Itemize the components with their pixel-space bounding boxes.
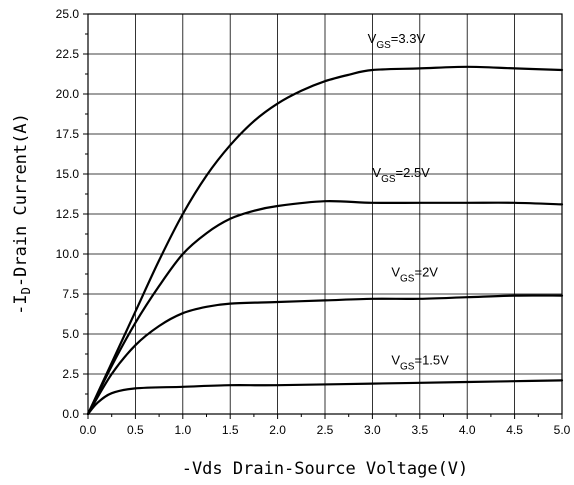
- x-axis-title: -Vds Drain-Source Voltage(V): [182, 459, 469, 479]
- series-label-v: V: [391, 264, 400, 279]
- x-tick-label: 0.5: [127, 423, 144, 437]
- series-label-value: =2V: [414, 264, 438, 279]
- x-tick-label: 5.0: [554, 423, 571, 437]
- x-tick-label: 4.0: [459, 423, 476, 437]
- series-label-sub: GS: [400, 273, 415, 284]
- y-tick-label: 12.5: [56, 207, 80, 221]
- series-lines: [86, 65, 564, 416]
- series-line: [86, 200, 564, 416]
- axis-ticks: 0.0 0.5 1.0 1.5 2.0 2.5 3.0 3.5 4.0 4.5 5.0 0.0 2.5 5…: [56, 7, 571, 437]
- grid: [88, 14, 562, 414]
- series-label-sub: GS: [400, 361, 415, 372]
- series-label-v: V: [372, 165, 381, 180]
- x-tick-label: 2.0: [269, 423, 286, 437]
- series-label: VGS=1.5V: [391, 352, 449, 372]
- x-tick-label: 3.0: [364, 423, 381, 437]
- y-tick-label: 2.5: [62, 367, 79, 381]
- series-label-v: V: [391, 352, 400, 367]
- y-tick-label: 20.0: [56, 87, 80, 101]
- y-axis-title-prefix: -I: [11, 294, 31, 314]
- series-line: [86, 379, 564, 416]
- y-tick-label: 0.0: [62, 407, 79, 421]
- series-label-sub: GS: [381, 174, 396, 185]
- y-tick-label: 22.5: [56, 47, 80, 61]
- series-label-value: =2.5V: [396, 165, 431, 180]
- y-axis-title-suffix: -Drain Current(A): [11, 113, 31, 287]
- y-tick-label: 10.0: [56, 247, 80, 261]
- series-label: VGS=2V: [391, 264, 438, 284]
- y-tick-label: 15.0: [56, 167, 80, 181]
- series-label: VGS=2.5V: [372, 165, 430, 185]
- y-tick-label: 5.0: [62, 327, 79, 341]
- series-label: VGS=3.3V: [368, 31, 426, 51]
- x-tick-label: 1.5: [222, 423, 239, 437]
- y-axis-title-sub: D: [19, 287, 33, 294]
- x-tick-label: 3.5: [411, 423, 428, 437]
- y-tick-label: 7.5: [62, 287, 79, 301]
- x-tick-label: 2.5: [317, 423, 334, 437]
- series-label-value: =1.5V: [414, 352, 449, 367]
- series-label-v: V: [368, 31, 377, 46]
- x-tick-label: 1.0: [174, 423, 191, 437]
- x-tick-label: 0.0: [80, 423, 97, 437]
- y-axis-title: -ID-Drain Current(A): [11, 113, 33, 315]
- series-line: [86, 294, 564, 416]
- y-tick-label: 25.0: [56, 7, 80, 21]
- series-label-value: =3.3V: [391, 31, 426, 46]
- x-tick-label: 4.5: [506, 423, 523, 437]
- series-line: [86, 65, 564, 416]
- y-tick-label: 17.5: [56, 127, 80, 141]
- series-label-sub: GS: [376, 40, 391, 51]
